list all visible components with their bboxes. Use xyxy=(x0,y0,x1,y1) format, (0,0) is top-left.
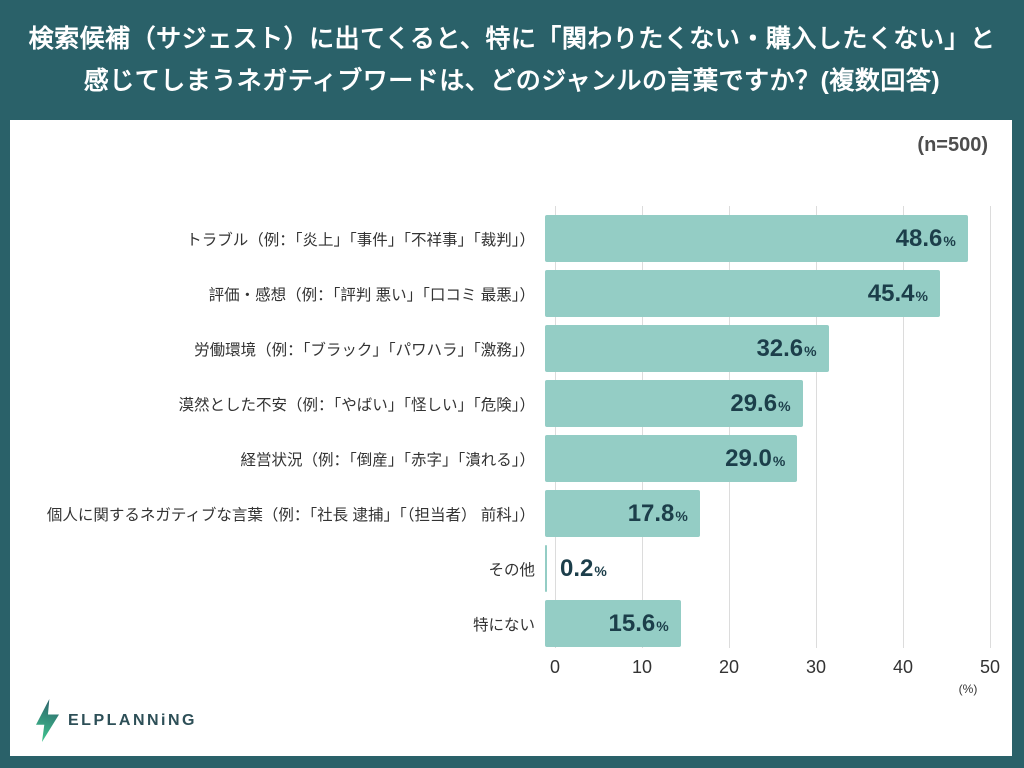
chart-row: 評価・感想（例：「評判 悪い」「口コミ 最悪」） 45.4% xyxy=(10,270,1012,317)
x-axis: 0 10 20 30 40 50 xyxy=(550,657,1000,681)
chart-row: 漠然とした不安（例：「やばい」「怪しい」「危険」） 29.6% xyxy=(10,380,1012,427)
gridline-10 xyxy=(642,206,643,648)
bar-value-label: 29.0% xyxy=(725,445,786,472)
chart-row: トラブル（例：「炎上」「事件」「不祥事」「裁判」） 48.6% xyxy=(10,215,1012,262)
chart-row: 労働環境（例：「ブラック」「パワハラ」「激務」） 32.6% xyxy=(10,325,1012,372)
chart-row: その他 0.2% xyxy=(10,545,1012,592)
x-axis-unit-label: (%) xyxy=(958,682,978,696)
bar-value-label: 32.6% xyxy=(756,335,817,362)
bar xyxy=(545,270,940,317)
bar-track: 29.6% xyxy=(545,380,1012,427)
bar xyxy=(545,325,829,372)
bar xyxy=(545,215,968,262)
bar-value-label: 29.6% xyxy=(730,390,791,417)
bar-value-label: 45.4% xyxy=(867,280,928,307)
x-axis-tick-40: 40 xyxy=(892,657,914,677)
category-label: トラブル（例：「炎上」「事件」「不祥事」「裁判」） xyxy=(186,231,535,249)
x-axis-tick-50: 50 xyxy=(979,657,1001,677)
company-logo-text: ELPLANNiNG xyxy=(68,711,197,729)
bar-track: 32.6% xyxy=(545,325,1012,372)
gridline-0 xyxy=(555,206,556,648)
x-axis-tick-30: 30 xyxy=(805,657,827,677)
x-axis-tick-20: 20 xyxy=(718,657,740,677)
gridline-40 xyxy=(903,206,904,648)
category-label: 漠然とした不安（例：「やばい」「怪しい」「危険」） xyxy=(178,396,535,414)
bar-value-label: 17.8% xyxy=(627,500,688,527)
bar-track: 15.6% xyxy=(545,600,1012,647)
chart-card: (n=500) トラブル（例：「炎上」「事件」「不祥事」「裁判」） 48.6% 評価… xyxy=(10,120,1012,756)
category-label: その他 xyxy=(488,561,535,579)
bar-track: 29.0% xyxy=(545,435,1012,482)
bar-track: 48.6% xyxy=(545,215,1012,262)
lightning-bolt-icon xyxy=(36,699,59,742)
page-title-line1: 検索候補（サジェスト）に出てくると、特に「関わりたくない・購入したくない」と xyxy=(28,25,996,53)
company-logo: ELPLANNiNG xyxy=(36,699,197,742)
chart-row: 個人に関するネガティブな言葉（例：「社長 逮捕」「（担当者） 前科」） 17.8% xyxy=(10,490,1012,537)
bar xyxy=(545,600,681,647)
bar xyxy=(545,380,803,427)
bar-value-label: 0.2% xyxy=(560,555,607,582)
chart-rows: トラブル（例：「炎上」「事件」「不祥事」「裁判」） 48.6% 評価・感想（例：「評… xyxy=(10,215,1012,655)
gridline-30 xyxy=(816,206,817,648)
bar-track: 0.2% xyxy=(545,545,1012,592)
sample-size-label: (n=500) xyxy=(917,134,988,156)
category-label: 労働環境（例：「ブラック」「パワハラ」「激務」） xyxy=(194,341,535,359)
bar-value-label: 48.6% xyxy=(895,225,956,252)
bar-track: 45.4% xyxy=(545,270,1012,317)
plot-gridlines xyxy=(555,206,992,648)
gridline-20 xyxy=(729,206,730,648)
category-label: 特にない xyxy=(472,616,535,634)
page-title-line2: 感じてしまうネガティブワードは、どのジャンルの言葉ですか？(複数回答) xyxy=(83,67,941,95)
bar xyxy=(545,435,798,482)
category-label: 個人に関するネガティブな言葉（例：「社長 逮捕」「（担当者） 前科」） xyxy=(46,506,535,524)
bar xyxy=(545,490,700,537)
category-label: 経営状況（例：「倒産」「赤字」「潰れる」） xyxy=(240,451,535,469)
x-axis-tick-10: 10 xyxy=(631,657,653,677)
gridline-50 xyxy=(990,206,991,648)
chart-row: 経営状況（例：「倒産」「赤字」「潰れる」） 29.0% xyxy=(10,435,1012,482)
bar-value-label: 15.6% xyxy=(608,610,669,637)
header: 検索候補（サジェスト）に出てくると、特に「関わりたくない・購入したくない」と 感… xyxy=(0,0,1024,120)
x-axis-tick-0: 0 xyxy=(549,657,560,677)
category-label: 評価・感想（例：「評判 悪い」「口コミ 最悪」） xyxy=(208,286,535,304)
chart-row: 特にない 15.6% xyxy=(10,600,1012,647)
bar xyxy=(545,545,547,592)
bar-track: 17.8% xyxy=(545,490,1012,537)
